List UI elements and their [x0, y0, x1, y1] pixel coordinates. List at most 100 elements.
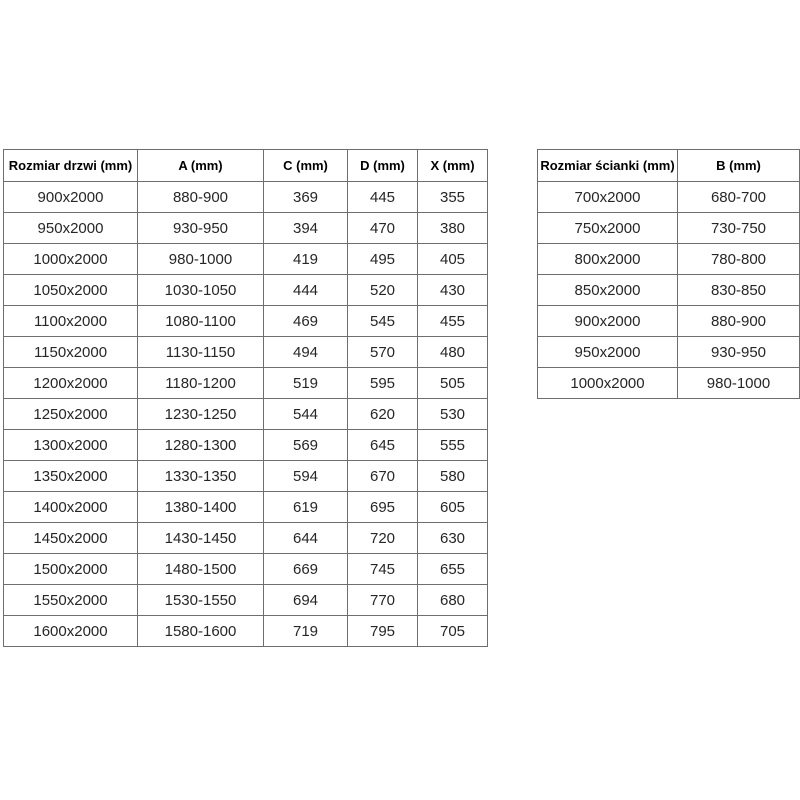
- table-row: 800x2000 780-800: [537, 243, 800, 275]
- table-cell: 930-950: [677, 336, 800, 368]
- table-cell: 880-900: [137, 181, 264, 213]
- table-cell: 480: [417, 336, 488, 368]
- table-cell: 455: [417, 305, 488, 337]
- table-cell: 569: [263, 429, 348, 461]
- table-row: 1150x2000 1130-1150 494 570 480: [3, 336, 488, 368]
- table-cell: 470: [347, 212, 418, 244]
- table-cell: 1550x2000: [3, 584, 138, 616]
- column-header: Rozmiar ścianki (mm): [537, 149, 678, 182]
- header-row: Rozmiar drzwi (mm) A (mm) C (mm) D (mm) X (m…: [3, 149, 488, 182]
- table-cell: 1200x2000: [3, 367, 138, 399]
- table-cell: 1100x2000: [3, 305, 138, 337]
- table-cell: 1300x2000: [3, 429, 138, 461]
- table-cell: 594: [263, 460, 348, 492]
- table-cell: 680: [417, 584, 488, 616]
- table-cell: 1250x2000: [3, 398, 138, 430]
- table-cell: 1080-1100: [137, 305, 264, 337]
- table-cell: 1000x2000: [537, 367, 678, 399]
- header-row: Rozmiar ścianki (mm) B (mm): [537, 149, 800, 182]
- table-cell: 1400x2000: [3, 491, 138, 523]
- table-row: 950x2000 930-950 394 470 380: [3, 212, 488, 244]
- table-cell: 1150x2000: [3, 336, 138, 368]
- table-row: 1100x2000 1080-1100 469 545 455: [3, 305, 488, 337]
- table-cell: 1180-1200: [137, 367, 264, 399]
- door-size-table: Rozmiar drzwi (mm) A (mm) C (mm) D (mm) X (m…: [3, 149, 488, 647]
- table-cell: 519: [263, 367, 348, 399]
- column-header: D (mm): [347, 149, 418, 182]
- table-cell: 1230-1250: [137, 398, 264, 430]
- column-header: Rozmiar drzwi (mm): [3, 149, 138, 182]
- table-cell: 1480-1500: [137, 553, 264, 585]
- table-cell: 1530-1550: [137, 584, 264, 616]
- table-cell: 580: [417, 460, 488, 492]
- table-cell: 745: [347, 553, 418, 585]
- table-cell: 850x2000: [537, 274, 678, 306]
- table-row: 1250x2000 1230-1250 544 620 530: [3, 398, 488, 430]
- table-cell: 670: [347, 460, 418, 492]
- table-cell: 644: [263, 522, 348, 554]
- table-cell: 880-900: [677, 305, 800, 337]
- table-cell: 705: [417, 615, 488, 647]
- table-cell: 530: [417, 398, 488, 430]
- table-row: 900x2000 880-900: [537, 305, 800, 337]
- table-cell: 830-850: [677, 274, 800, 306]
- table-row: 1600x2000 1580-1600 719 795 705: [3, 615, 488, 647]
- column-header: A (mm): [137, 149, 264, 182]
- table-cell: 1430-1450: [137, 522, 264, 554]
- table-cell: 544: [263, 398, 348, 430]
- table-cell: 770: [347, 584, 418, 616]
- table-cell: 419: [263, 243, 348, 275]
- table-row: 700x2000 680-700: [537, 181, 800, 213]
- table-cell: 1500x2000: [3, 553, 138, 585]
- table-cell: 900x2000: [3, 181, 138, 213]
- table-cell: 469: [263, 305, 348, 337]
- column-header: B (mm): [677, 149, 800, 182]
- column-header: C (mm): [263, 149, 348, 182]
- table-cell: 1600x2000: [3, 615, 138, 647]
- table-cell: 655: [417, 553, 488, 585]
- table-cell: 444: [263, 274, 348, 306]
- table-cell: 619: [263, 491, 348, 523]
- table-cell: 1130-1150: [137, 336, 264, 368]
- table-cell: 1580-1600: [137, 615, 264, 647]
- table-row: 1200x2000 1180-1200 519 595 505: [3, 367, 488, 399]
- table-cell: 1280-1300: [137, 429, 264, 461]
- table-row: 1000x2000 980-1000 419 495 405: [3, 243, 488, 275]
- table-cell: 950x2000: [537, 336, 678, 368]
- table-row: 750x2000 730-750: [537, 212, 800, 244]
- table-cell: 1380-1400: [137, 491, 264, 523]
- table-cell: 369: [263, 181, 348, 213]
- table-cell: 800x2000: [537, 243, 678, 275]
- table-cell: 1350x2000: [3, 460, 138, 492]
- table-cell: 645: [347, 429, 418, 461]
- table-cell: 595: [347, 367, 418, 399]
- table-cell: 680-700: [677, 181, 800, 213]
- table-cell: 445: [347, 181, 418, 213]
- table-cell: 495: [347, 243, 418, 275]
- table-cell: 1450x2000: [3, 522, 138, 554]
- table-cell: 505: [417, 367, 488, 399]
- table-cell: 1330-1350: [137, 460, 264, 492]
- table-row: 950x2000 930-950: [537, 336, 800, 368]
- table-cell: 405: [417, 243, 488, 275]
- wall-size-table: Rozmiar ścianki (mm) B (mm) 700x2000 680-70…: [537, 149, 800, 399]
- table-cell: 494: [263, 336, 348, 368]
- table-cell: 620: [347, 398, 418, 430]
- table-row: 1300x2000 1280-1300 569 645 555: [3, 429, 488, 461]
- table-cell: 780-800: [677, 243, 800, 275]
- table-cell: 669: [263, 553, 348, 585]
- table-cell: 720: [347, 522, 418, 554]
- table-cell: 520: [347, 274, 418, 306]
- table-row: 1450x2000 1430-1450 644 720 630: [3, 522, 488, 554]
- table-cell: 570: [347, 336, 418, 368]
- table-row: 1500x2000 1480-1500 669 745 655: [3, 553, 488, 585]
- table-cell: 1030-1050: [137, 274, 264, 306]
- table-cell: 700x2000: [537, 181, 678, 213]
- table-row: 1350x2000 1330-1350 594 670 580: [3, 460, 488, 492]
- table-cell: 695: [347, 491, 418, 523]
- table-cell: 430: [417, 274, 488, 306]
- table-cell: 900x2000: [537, 305, 678, 337]
- table-cell: 950x2000: [3, 212, 138, 244]
- table-cell: 719: [263, 615, 348, 647]
